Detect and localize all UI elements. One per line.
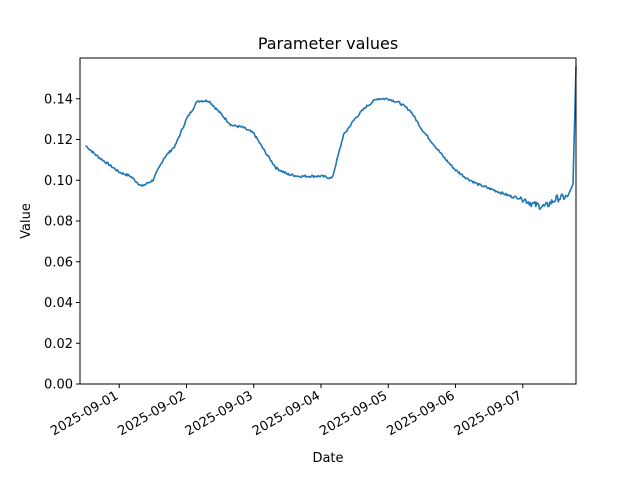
x-tick-label: 2025-09-07 (452, 388, 525, 439)
x-tick-label: 2025-09-04 (250, 388, 323, 439)
y-axis-label: Value (19, 203, 34, 239)
x-tick-label: 2025-09-03 (183, 388, 256, 439)
y-tick-label: 0.10 (44, 174, 73, 189)
plot-area (85, 66, 577, 210)
x-axis: 2025-09-012025-09-022025-09-032025-09-04… (48, 384, 525, 439)
y-tick-label: 0.00 (44, 378, 73, 393)
series-line (85, 66, 577, 210)
y-tick-label: 0.12 (44, 133, 73, 148)
x-tick-label: 2025-09-06 (385, 388, 458, 439)
y-tick-label: 0.02 (44, 337, 73, 352)
y-tick-label: 0.14 (44, 92, 73, 107)
chart-title: Parameter values (258, 34, 398, 53)
x-tick-label: 2025-09-05 (317, 388, 390, 439)
y-tick-label: 0.06 (44, 255, 73, 270)
y-tick-label: 0.04 (44, 296, 73, 311)
x-tick-label: 2025-09-01 (48, 388, 121, 439)
y-axis: 0.00 0.02 0.04 0.06 0.08 0.10 0.12 0.14 (44, 92, 80, 393)
x-axis-label: Date (312, 451, 343, 466)
plot-frame (79, 57, 577, 385)
y-tick-label: 0.08 (44, 215, 73, 230)
x-tick-label: 2025-09-02 (116, 388, 189, 439)
